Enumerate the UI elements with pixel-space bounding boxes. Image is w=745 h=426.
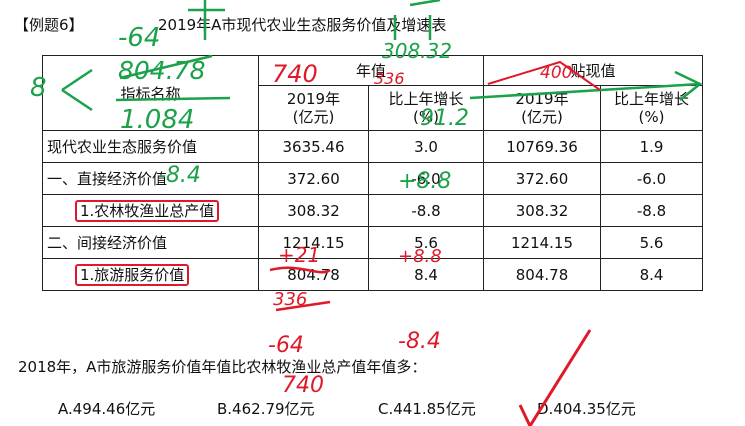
table-row: 二、间接经济价值 1214.15 5.6 1214.15 5.6: [42, 226, 703, 259]
cell-value: 372.60: [258, 162, 369, 195]
cell-growth: 5.6: [600, 226, 703, 259]
table-row: 现代农业生态服务价值 3635.46 3.0 10769.36 1.9: [42, 130, 703, 163]
subheader-year-value-2: 2019年 (亿元): [483, 85, 601, 131]
cell-growth: -8.8: [368, 194, 484, 227]
example-tag: 【例题6】: [14, 16, 84, 34]
cell-value: 1214.15: [483, 226, 601, 259]
table-row: 1.农林牧渔业总产值 308.32 -8.8 308.32 -8.8: [42, 194, 703, 227]
cell-value: 3635.46: [258, 130, 369, 163]
cell-growth: 1.9: [600, 130, 703, 163]
cell-value: 308.32: [258, 194, 369, 227]
note: -8.4: [398, 329, 441, 354]
data-table: 指标名称 年值 贴现值 2019年 (亿元) 比上年增长 (%) 2019年 (亿元)…: [42, 55, 703, 291]
row-name: 1.旅游服务价值: [42, 258, 259, 291]
cell-growth: 8.4: [368, 258, 484, 291]
row-name: 现代农业生态服务价值: [42, 130, 259, 163]
cell-value: 804.78: [483, 258, 601, 291]
subheader-growth-2: 比上年增长 (%): [600, 85, 703, 131]
cell-growth: -8.8: [600, 194, 703, 227]
cell-growth: 5.6: [368, 226, 484, 259]
row-name: 一、直接经济价值: [42, 162, 259, 195]
cell-value: 308.32: [483, 194, 601, 227]
table-row: 一、直接经济价值 372.60 -6.0 372.60 -6.0: [42, 162, 703, 195]
header-annual: 年值: [258, 55, 484, 86]
cell-value: 804.78: [258, 258, 369, 291]
cell-growth: -6.0: [368, 162, 484, 195]
highlight-box: 1.旅游服务价值: [75, 264, 190, 286]
header-discounted: 贴现值: [483, 55, 703, 86]
header-row: 指标名称 年值 贴现值: [42, 55, 703, 131]
cell-value: 372.60: [483, 162, 601, 195]
question-text: 2018年，A市旅游服务价值年值比农林牧渔业总产值年值多：: [18, 358, 427, 376]
highlight-box: 1.农林牧渔业总产值: [75, 200, 220, 222]
header-indicator: 指标名称: [42, 55, 259, 131]
cell-growth: -6.0: [600, 162, 703, 195]
cell-value: 10769.36: [483, 130, 601, 163]
subheader-growth: 比上年增长 (%): [368, 85, 484, 131]
row-name: 1.农林牧渔业总产值: [42, 194, 259, 227]
row-name: 二、间接经济价值: [42, 226, 259, 259]
option-d[interactable]: D.404.35亿元: [537, 400, 636, 418]
table-title: 2019年A市现代农业生态服务价值及增速表: [158, 16, 447, 34]
option-c[interactable]: C.441.85亿元: [378, 400, 476, 418]
note: 336: [273, 289, 307, 310]
table-row: 1.旅游服务价值 804.78 8.4 804.78 8.4: [42, 258, 703, 291]
cell-value: 1214.15: [258, 226, 369, 259]
cell-growth: 3.0: [368, 130, 484, 163]
note: -64: [118, 23, 160, 53]
cell-growth: 8.4: [600, 258, 703, 291]
option-a[interactable]: A.494.46亿元: [58, 400, 156, 418]
subheader-year-value: 2019年 (亿元): [258, 85, 369, 131]
note: -64: [268, 333, 304, 358]
option-b[interactable]: B.462.79亿元: [217, 400, 315, 418]
